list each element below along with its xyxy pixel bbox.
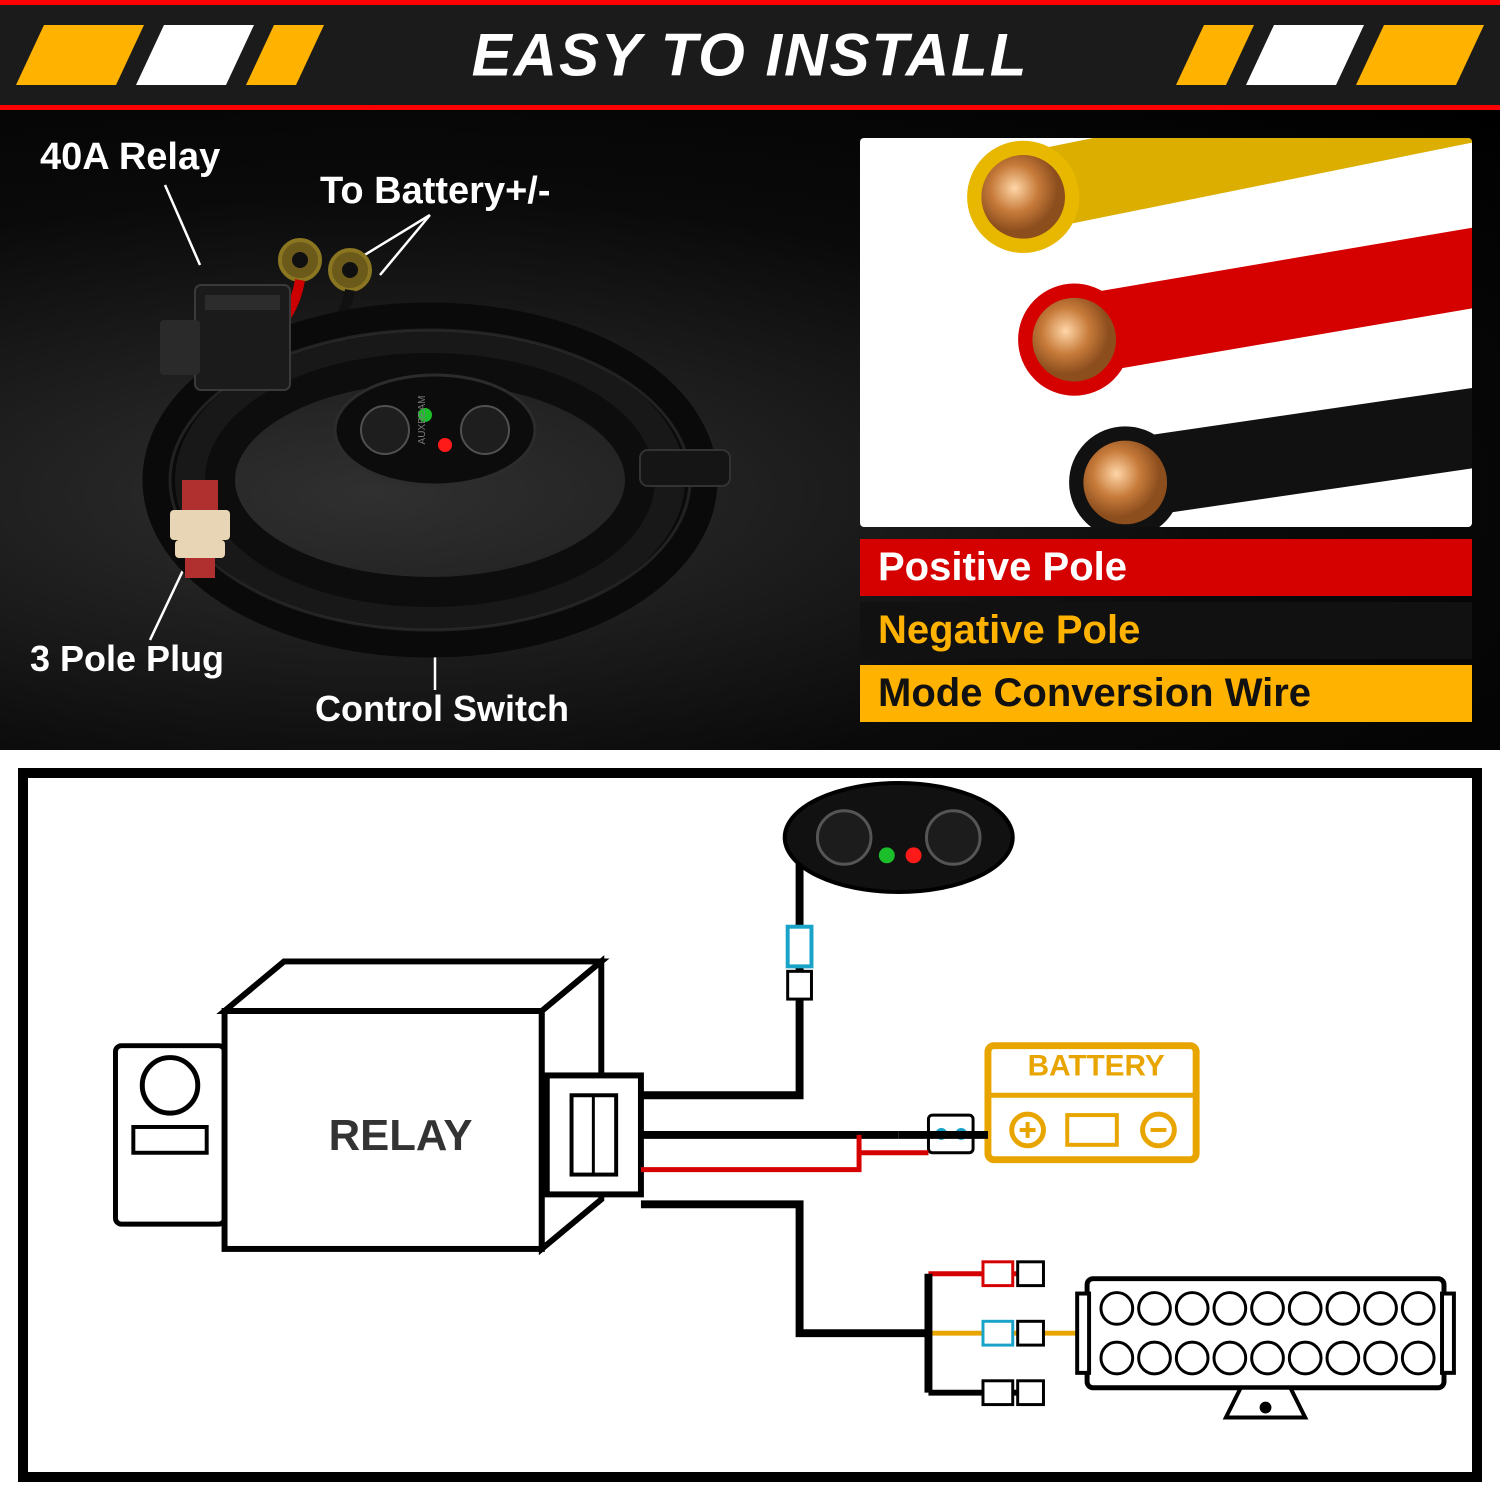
wire-illustration <box>860 138 1472 527</box>
wire-yellow <box>974 138 1472 246</box>
svg-text:AUXBEAM: AUXBEAM <box>417 396 428 445</box>
relay-block: RELAY <box>115 961 640 1249</box>
upper-panel: AUXBEAM 40A Relay To Battery+/- 3 Pole P… <box>0 110 1500 750</box>
wire-legend: Positive Pole Negative Pole Mode Convers… <box>860 539 1472 722</box>
connector-cyan-1 <box>788 927 812 999</box>
relay-cube <box>160 285 290 390</box>
wire-black <box>1076 419 1472 527</box>
legend-negative: Negative Pole <box>860 602 1472 659</box>
callout-plug: 3 Pole Plug <box>30 638 224 680</box>
control-switch-icon: AUXBEAM <box>335 375 535 485</box>
battery-label: BATTERY <box>1028 1049 1165 1082</box>
wiring-diagram: RELAY <box>28 778 1472 1472</box>
switch-diagram <box>785 783 1013 892</box>
header-top-stripe <box>0 0 1500 5</box>
wire-types-panel: Positive Pole Negative Pole Mode Convers… <box>860 110 1500 750</box>
legend-mode: Mode Conversion Wire <box>860 665 1472 722</box>
wire-red <box>1025 261 1472 389</box>
header-title: EASY TO INSTALL <box>0 21 1500 90</box>
header-banner: EASY TO INSTALL <box>0 0 1500 110</box>
wire-relay-to-light <box>641 1204 929 1333</box>
lightbar-pigtails <box>928 1262 1087 1405</box>
light-bar <box>1077 1279 1454 1418</box>
callout-battery: To Battery+/- <box>320 170 551 213</box>
wire-relay-to-switch <box>641 837 800 1095</box>
wiring-diagram-panel: RELAY <box>18 768 1482 1482</box>
callout-relay: 40A Relay <box>40 136 220 179</box>
relay-label: RELAY <box>329 1112 473 1160</box>
fuse-holder <box>640 450 730 486</box>
wire-relay-to-batpos <box>641 1135 859 1170</box>
battery-block: BATTERY <box>988 1046 1196 1160</box>
harness-area: AUXBEAM 40A Relay To Battery+/- 3 Pole P… <box>0 110 860 750</box>
callout-switch: Control Switch <box>315 688 569 730</box>
lead-relay <box>165 185 200 265</box>
legend-positive: Positive Pole <box>860 539 1472 596</box>
